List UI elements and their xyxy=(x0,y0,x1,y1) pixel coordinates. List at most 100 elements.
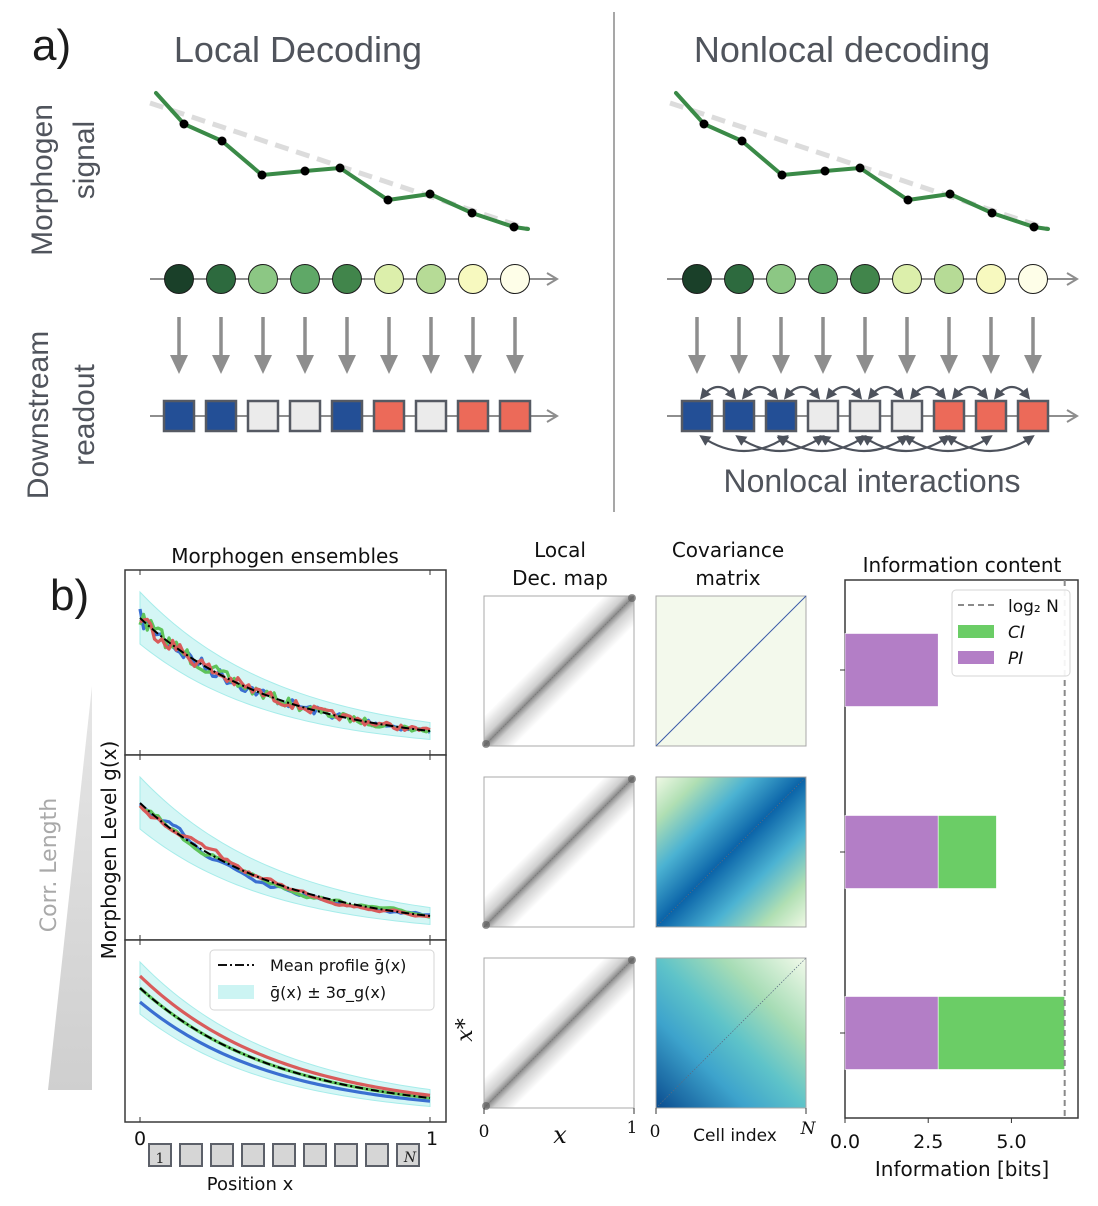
mean-profile xyxy=(139,987,431,1099)
down-arrow-head xyxy=(296,355,314,374)
readout-square-blue xyxy=(330,399,364,433)
readout-square-grey xyxy=(288,399,322,433)
row-label-readout-line2: readout xyxy=(68,363,101,465)
readout-square-blue xyxy=(764,399,798,433)
bar-pi xyxy=(844,815,939,889)
decmap-title-line1: Local xyxy=(534,538,586,562)
sample-dot xyxy=(777,170,787,180)
position-cell xyxy=(148,1143,172,1167)
legend-ci-label: CI xyxy=(1008,623,1025,643)
legend-mean-label: Mean profile ḡ(x) xyxy=(270,956,406,975)
down-arrow-head xyxy=(506,355,524,374)
axis-arrowhead xyxy=(1066,272,1079,286)
covariance-diagonal xyxy=(655,595,807,747)
down-arrow-head xyxy=(380,355,398,374)
down-arrow-head xyxy=(940,355,958,374)
position-cell xyxy=(365,1143,389,1167)
long-range-interaction-arc xyxy=(699,435,789,453)
decoding-maps xyxy=(482,594,636,1114)
axis-arrowhead xyxy=(546,272,559,286)
down-arrow-head xyxy=(982,355,1000,374)
down-arrow-head xyxy=(730,355,748,374)
readout-row-nonlocal xyxy=(667,399,1079,433)
mean-profile xyxy=(139,617,431,732)
legend-pi-swatch xyxy=(958,651,994,664)
down-arrow-head xyxy=(254,355,272,374)
morphogen-signal-local xyxy=(149,91,530,232)
decoding-diagonal xyxy=(483,957,635,1109)
position-cell xyxy=(396,1143,420,1167)
corr-length-label: Corr. Length xyxy=(37,798,62,932)
neighbour-interaction-arc xyxy=(741,385,779,400)
cell-circle xyxy=(458,264,488,294)
sample-dot xyxy=(383,195,393,205)
covariance-matrices xyxy=(655,595,807,1114)
sample-dot xyxy=(509,222,519,232)
sample-dot xyxy=(179,119,189,129)
readout-arrows-local xyxy=(170,317,524,374)
corner-shade xyxy=(628,594,636,602)
cell-circle xyxy=(1018,264,1048,294)
down-arrow-head xyxy=(814,355,832,374)
cov-title-line1: Covariance xyxy=(672,538,784,562)
position-cell xyxy=(210,1143,234,1167)
readout-square-red xyxy=(456,399,490,433)
cell-circle xyxy=(206,264,236,294)
down-arrow-head xyxy=(772,355,790,374)
cell-circle xyxy=(766,264,796,294)
corner-shade xyxy=(482,1102,490,1110)
readout-row-local xyxy=(150,399,559,433)
xtick-label: 0.0 xyxy=(830,1131,860,1153)
neighbour-interaction-arc xyxy=(699,385,737,400)
down-arrow-head xyxy=(464,355,482,374)
sample-dot xyxy=(1029,222,1039,232)
sample-dot xyxy=(737,136,747,146)
sample-dot xyxy=(467,208,477,218)
sample-profile-green xyxy=(138,804,431,919)
readout-square-red xyxy=(974,399,1008,433)
cell-row-local xyxy=(150,264,559,294)
readout-square-red xyxy=(498,399,532,433)
covariance-diagonal xyxy=(655,776,807,928)
legend-pi-label: PI xyxy=(1008,649,1023,669)
sample-dot xyxy=(903,195,913,205)
corner-shade xyxy=(628,956,636,964)
cell-last-label: N xyxy=(403,1150,417,1166)
nonlocal-decoding-title: Nonlocal decoding xyxy=(694,29,990,70)
mean-profile xyxy=(139,802,431,917)
sample-profile-blue xyxy=(138,1000,431,1103)
cell-circle xyxy=(500,264,530,294)
position-cell xyxy=(241,1143,265,1167)
position-cell xyxy=(334,1143,358,1167)
readout-square-red xyxy=(1016,399,1050,433)
sample-profile-red xyxy=(138,974,431,1097)
down-arrow-head xyxy=(856,355,874,374)
neighbour-interaction-arc xyxy=(993,385,1031,400)
cov-xtick-n: N xyxy=(800,1119,817,1139)
local-decoding-title: Local Decoding xyxy=(174,29,422,70)
row-label-signal-line2: signal xyxy=(68,121,101,199)
ensembles-title: Morphogen ensembles xyxy=(171,544,399,568)
xtick-label: 2.5 xyxy=(913,1131,943,1153)
readout-square-red xyxy=(932,399,966,433)
ensembles-xtick-0: 0 xyxy=(134,1128,146,1150)
down-arrow-head xyxy=(212,355,230,374)
legend-box xyxy=(209,949,435,1011)
sample-dot xyxy=(987,208,997,218)
cov-xtick-0: 0 xyxy=(650,1122,661,1142)
cell-circle xyxy=(934,264,964,294)
decmap-xlabel: x xyxy=(553,1121,567,1149)
cell-circle xyxy=(290,264,320,294)
position-cell xyxy=(303,1143,327,1167)
sample-dot xyxy=(300,166,310,176)
decoding-diagonal xyxy=(483,776,635,928)
cell-circle xyxy=(682,264,712,294)
cov-title-line2: matrix xyxy=(695,566,760,590)
neighbour-interaction-arc xyxy=(783,385,821,400)
sample-dot xyxy=(820,166,830,176)
bar-pi xyxy=(844,633,939,707)
info-chart-title: Information content xyxy=(863,553,1062,577)
row-label-signal-line1: Morphogen xyxy=(26,104,59,256)
legend-log2n-label: log₂ N xyxy=(1008,597,1059,617)
